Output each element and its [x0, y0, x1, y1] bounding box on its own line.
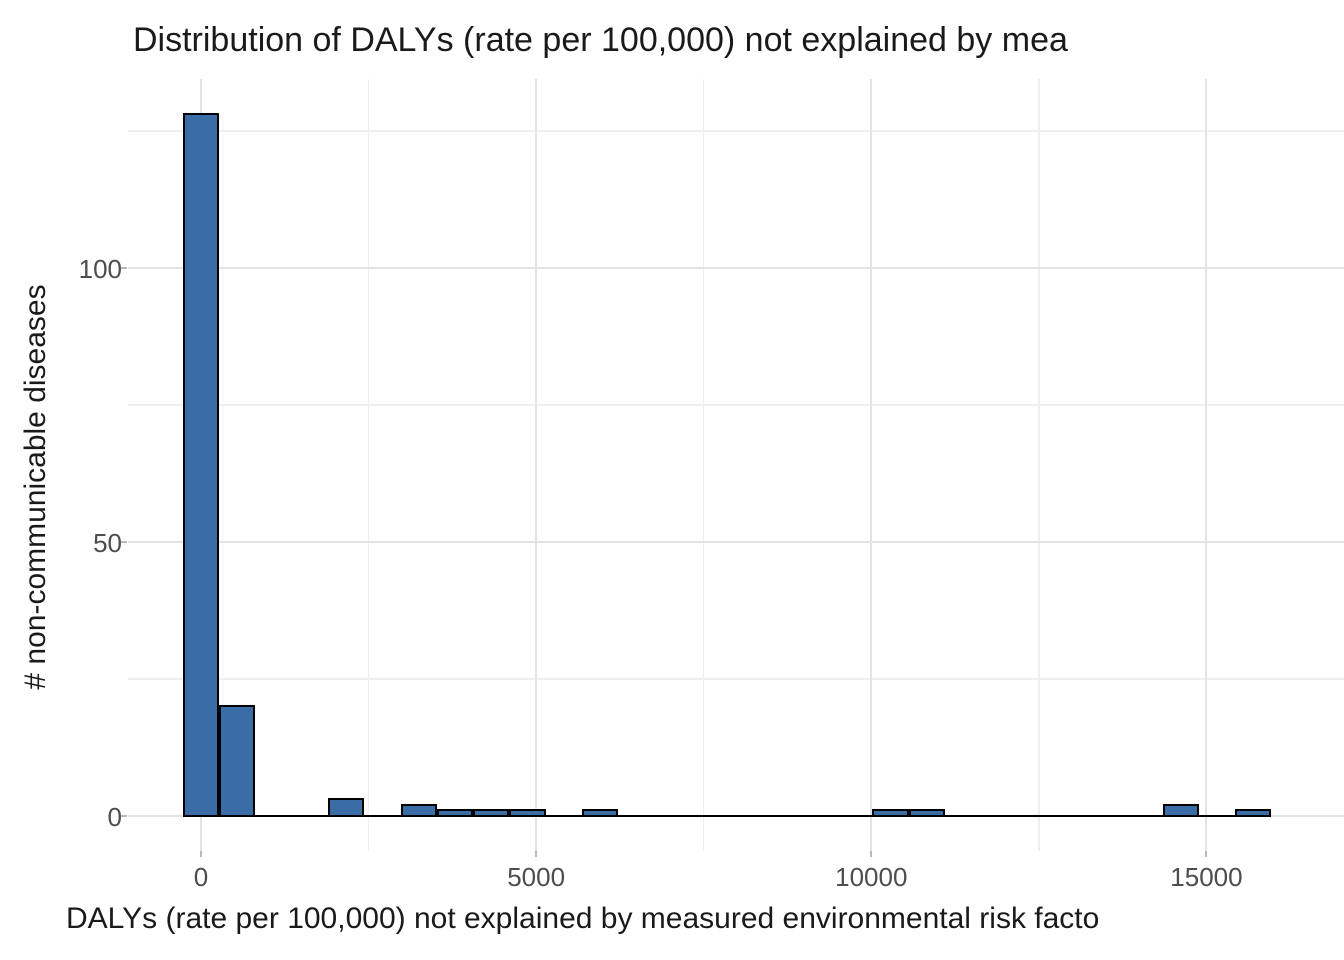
y-tick-label: 0 — [107, 802, 122, 832]
y-axis-tick — [121, 267, 127, 269]
histogram-bar — [908, 809, 945, 818]
y-tick-label: 50 — [93, 528, 122, 558]
chart-title: Distribution of DALYs (rate per 100,000)… — [133, 21, 1068, 59]
gridline-x-minor — [367, 79, 370, 851]
plot-panel — [121, 79, 1344, 857]
histogram-bar — [1235, 809, 1272, 818]
gridline-x-minor — [702, 79, 705, 851]
gridline-x-minor — [1038, 79, 1040, 851]
gridline-x-major — [870, 79, 873, 851]
x-axis-tick — [1205, 851, 1208, 857]
gridline-y-minor — [128, 404, 1344, 406]
histogram-bar — [182, 113, 220, 818]
x-axis-tick — [870, 851, 873, 857]
y-axis-label: # non-communicable diseases — [19, 284, 52, 690]
x-tick-label: 10000 — [835, 862, 908, 892]
x-tick-label: 5000 — [507, 862, 566, 892]
histogram-bar — [872, 809, 909, 818]
y-tick-label: 100 — [78, 254, 122, 284]
x-tick-label: 0 — [193, 862, 209, 892]
histogram-bar — [509, 809, 546, 818]
histogram-bar — [219, 705, 256, 818]
histogram-bar — [581, 809, 619, 818]
gridline-y-minor — [128, 130, 1344, 132]
gridline-x-major — [535, 79, 538, 851]
histogram-bar — [400, 803, 437, 818]
histogram-bar — [327, 798, 365, 818]
y-axis-tick — [121, 815, 127, 817]
histogram-bar — [436, 809, 474, 818]
histogram-bar — [1162, 803, 1199, 818]
x-tick-label: 15000 — [1170, 862, 1243, 892]
gridline-y-major — [128, 267, 1344, 269]
histogram-baseline — [182, 814, 1272, 818]
gridline-y-major — [128, 541, 1344, 543]
histogram-bar — [473, 809, 510, 818]
x-axis-label: DALYs (rate per 100,000) not explained b… — [66, 902, 1100, 935]
x-axis-tick — [535, 851, 538, 857]
y-axis-tick — [121, 541, 127, 543]
gridline-y-minor — [128, 678, 1344, 680]
gridline-x-major — [1205, 79, 1208, 851]
x-axis-tick — [200, 851, 202, 857]
